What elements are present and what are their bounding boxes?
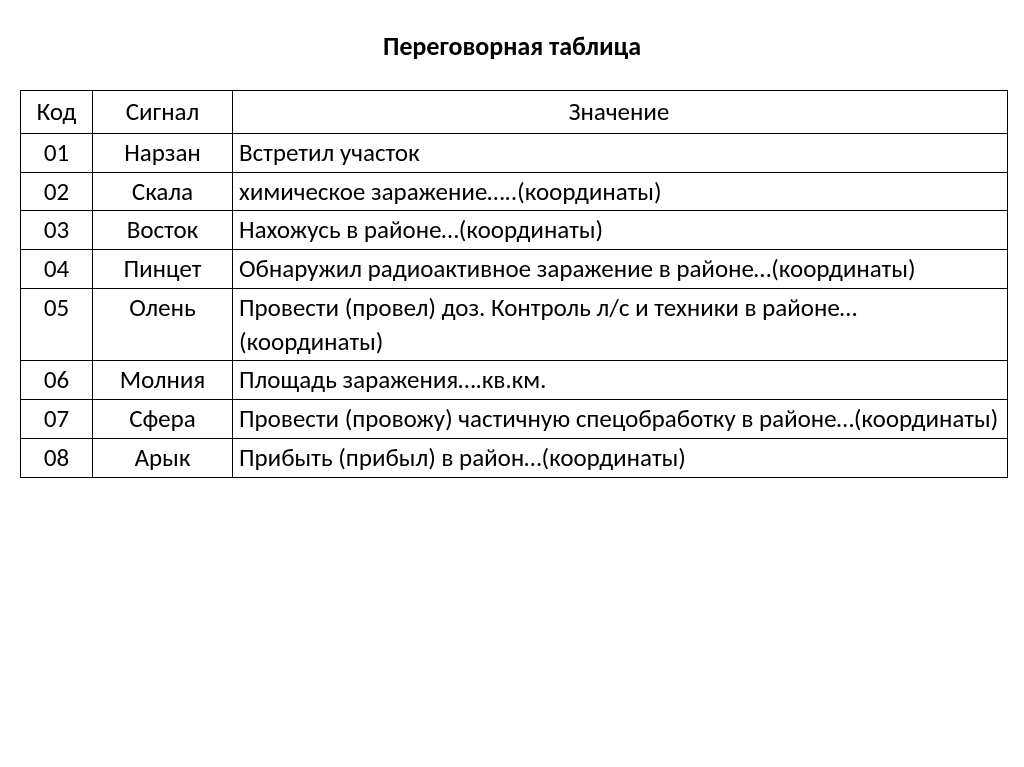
column-header-code: Код bbox=[21, 91, 93, 134]
table-row: 04 Пинцет Обнаружил радиоактивное зараже… bbox=[21, 250, 1008, 289]
column-header-meaning: Значение bbox=[233, 91, 1008, 134]
table-header-row: Код Сигнал Значение bbox=[21, 91, 1008, 134]
cell-signal: Сфера bbox=[93, 400, 233, 439]
cell-meaning: Площадь заражения….кв.км. bbox=[233, 361, 1008, 400]
cell-code: 02 bbox=[21, 172, 93, 211]
table-row: 03 Восток Нахожусь в районе…(координаты) bbox=[21, 211, 1008, 250]
cell-signal: Нарзан bbox=[93, 133, 233, 172]
cell-signal: Восток bbox=[93, 211, 233, 250]
cell-signal: Арык bbox=[93, 438, 233, 477]
table-row: 07 Сфера Провести (провожу) частичную сп… bbox=[21, 400, 1008, 439]
table-row: 02 Скала химическое заражение…..(координ… bbox=[21, 172, 1008, 211]
cell-signal: Пинцет bbox=[93, 250, 233, 289]
cell-signal: Олень bbox=[93, 288, 233, 361]
table-row: 05 Олень Провести (провел) доз. Контроль… bbox=[21, 288, 1008, 361]
cell-code: 06 bbox=[21, 361, 93, 400]
page-title: Переговорная таблица bbox=[20, 30, 1004, 62]
cell-code: 04 bbox=[21, 250, 93, 289]
cell-code: 07 bbox=[21, 400, 93, 439]
negotiation-table: Код Сигнал Значение 01 Нарзан Встретил у… bbox=[20, 90, 1008, 478]
column-header-signal: Сигнал bbox=[93, 91, 233, 134]
cell-meaning: Провести (провел) доз. Контроль л/с и те… bbox=[233, 288, 1008, 361]
table-row: 01 Нарзан Встретил участок bbox=[21, 133, 1008, 172]
cell-code: 05 bbox=[21, 288, 93, 361]
cell-meaning: Встретил участок bbox=[233, 133, 1008, 172]
table-row: 08 Арык Прибыть (прибыл) в район…(коорди… bbox=[21, 438, 1008, 477]
cell-code: 01 bbox=[21, 133, 93, 172]
cell-meaning: Провести (провожу) частичную спецобработ… bbox=[233, 400, 1008, 439]
cell-meaning: Обнаружил радиоактивное заражение в райо… bbox=[233, 250, 1008, 289]
table-row: 06 Молния Площадь заражения….кв.км. bbox=[21, 361, 1008, 400]
cell-signal: Скала bbox=[93, 172, 233, 211]
cell-code: 08 bbox=[21, 438, 93, 477]
cell-meaning: Прибыть (прибыл) в район…(координаты) bbox=[233, 438, 1008, 477]
cell-meaning: химическое заражение…..(координаты) bbox=[233, 172, 1008, 211]
cell-signal: Молния bbox=[93, 361, 233, 400]
cell-code: 03 bbox=[21, 211, 93, 250]
cell-meaning: Нахожусь в районе…(координаты) bbox=[233, 211, 1008, 250]
